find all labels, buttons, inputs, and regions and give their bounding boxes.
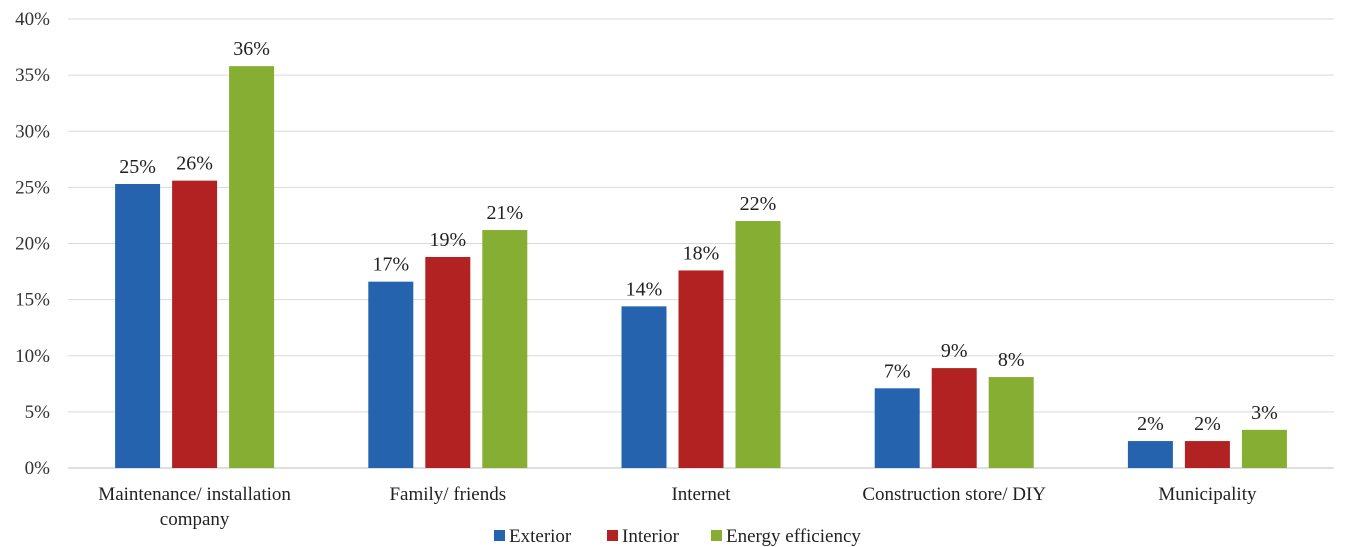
y-tick-label: 25% (15, 177, 50, 198)
data-label: 18% (683, 242, 720, 264)
x-tick-label-line: Maintenance/ installation (98, 484, 291, 505)
bar (931, 368, 977, 468)
legend-label: Energy efficiency (726, 526, 861, 547)
bar (1127, 441, 1173, 468)
bar (1184, 441, 1230, 468)
data-label: 7% (884, 360, 911, 382)
x-tick-label: Municipality (1158, 484, 1257, 505)
y-tick-label: 40% (15, 9, 50, 30)
x-tick-label-line: Construction store/ DIY (862, 484, 1046, 505)
y-tick-label: 10% (15, 346, 50, 367)
y-tick-label: 30% (15, 121, 50, 142)
bar (368, 281, 414, 468)
bar (115, 184, 161, 468)
x-tick-label-line: Family/ friends (389, 484, 506, 505)
legend-swatch (607, 530, 618, 541)
y-tick-label: 15% (15, 290, 50, 311)
x-tick-label-line: Internet (671, 484, 731, 505)
data-label: 19% (429, 229, 466, 251)
bar (482, 230, 528, 468)
bar (874, 388, 920, 468)
y-tick-label: 0% (25, 458, 51, 479)
legend-label: Exterior (509, 526, 572, 547)
y-tick-label: 5% (25, 402, 51, 423)
x-tick-label: Construction store/ DIY (862, 484, 1046, 505)
legend-swatch (494, 530, 505, 541)
data-label: 22% (740, 193, 777, 215)
x-tick-label-line: company (160, 509, 230, 530)
data-label: 8% (998, 349, 1025, 371)
data-label: 26% (176, 153, 213, 175)
x-tick-label: Maintenance/ installation company (98, 484, 291, 530)
y-tick-label: 20% (15, 234, 50, 255)
legend-label: Interior (622, 526, 680, 547)
data-label: 36% (233, 38, 270, 60)
y-tick-label: 35% (15, 65, 50, 86)
x-tick-label: Internet (671, 484, 731, 505)
data-label: 2% (1137, 413, 1164, 435)
bar (425, 256, 471, 468)
data-label: 14% (626, 278, 663, 300)
data-label: 21% (486, 202, 523, 224)
bar (1241, 429, 1287, 468)
bar (621, 306, 667, 468)
bar (229, 66, 275, 469)
data-label: 2% (1194, 413, 1221, 435)
legend-swatch (711, 530, 722, 541)
x-tick-label-line: Municipality (1158, 484, 1257, 505)
data-label: 3% (1251, 402, 1278, 424)
x-tick-label: Family/ friends (389, 484, 506, 505)
bar (988, 377, 1034, 468)
bar (735, 221, 781, 468)
data-label: 25% (119, 156, 156, 178)
bar (678, 270, 724, 468)
data-label: 17% (372, 254, 409, 276)
data-label: 9% (941, 340, 968, 362)
bar (172, 180, 218, 468)
